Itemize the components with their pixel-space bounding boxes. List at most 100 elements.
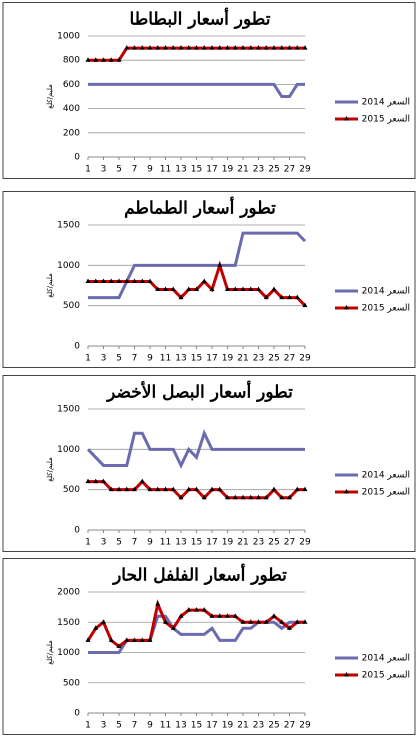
y-tick-label: 1000 <box>57 648 80 658</box>
marker <box>101 57 106 62</box>
x-tick-label: 5 <box>116 165 122 175</box>
marker <box>302 486 308 492</box>
x-tick-label: 11 <box>160 721 171 731</box>
x-tick-label: 5 <box>116 354 122 364</box>
marker <box>240 619 246 624</box>
y-tick-label: 800 <box>63 56 80 66</box>
marker <box>248 494 254 500</box>
marker <box>85 57 91 62</box>
marker <box>85 478 91 484</box>
marker <box>101 619 106 624</box>
x-tick-label: 13 <box>175 165 186 175</box>
x-tick-label: 13 <box>175 538 186 548</box>
marker <box>201 607 207 612</box>
marker <box>147 637 153 642</box>
y-tick-label: 500 <box>63 485 80 495</box>
marker <box>287 625 292 630</box>
marker <box>263 619 269 624</box>
x-tick-label: 15 <box>191 721 202 731</box>
marker <box>279 494 285 500</box>
legend-marker <box>344 672 349 677</box>
marker <box>263 45 269 50</box>
marker <box>155 601 161 606</box>
legend-label: السعر 2014 <box>362 471 410 481</box>
marker <box>132 45 137 50</box>
y-axis-label: مليم/كلغ <box>46 273 54 298</box>
marker <box>108 278 114 283</box>
marker <box>271 486 277 492</box>
marker <box>170 486 176 492</box>
x-tick-label: 27 <box>284 354 295 364</box>
chart-panel: تطور أسعار الطماطم مليم/كلغ 0 500 1000 1500 1 3… <box>2 191 416 368</box>
legend-marker <box>344 116 349 121</box>
y-tick-label: 0 <box>74 709 80 719</box>
x-tick-label: 17 <box>206 354 217 364</box>
x-tick-label: 29 <box>299 165 311 175</box>
y-tick-label: 2000 <box>57 588 80 598</box>
marker <box>186 607 192 612</box>
x-tick-label: 19 <box>222 538 234 548</box>
marker <box>93 57 99 62</box>
marker <box>302 302 308 308</box>
x-tick-label: 25 <box>268 721 279 731</box>
y-tick-label: 400 <box>63 104 80 114</box>
y-tick-label: 500 <box>63 678 80 688</box>
y-tick-label: 1000 <box>57 445 80 455</box>
x-tick-label: 21 <box>237 354 248 364</box>
x-tick-label: 3 <box>101 165 107 175</box>
x-tick-label: 5 <box>116 721 122 731</box>
series-line <box>88 231 307 300</box>
marker <box>217 262 223 267</box>
marker <box>194 486 199 492</box>
marker <box>209 486 215 492</box>
marker <box>186 45 192 50</box>
marker <box>287 294 292 300</box>
marker <box>225 613 230 618</box>
marker <box>194 286 199 292</box>
x-tick-label: 13 <box>175 354 186 364</box>
x-tick-label: 9 <box>147 165 153 175</box>
x-tick-label: 3 <box>101 721 107 731</box>
marker <box>147 278 153 283</box>
y-tick-label: 0 <box>74 153 80 163</box>
x-tick-label: 27 <box>284 721 295 731</box>
marker <box>147 45 153 50</box>
x-tick-label: 3 <box>101 538 107 548</box>
marker <box>279 45 285 50</box>
x-tick-label: 21 <box>237 538 248 548</box>
marker <box>163 486 168 492</box>
legend-marker <box>344 305 349 310</box>
series-line <box>86 429 305 469</box>
marker <box>155 45 161 50</box>
marker <box>217 45 223 50</box>
marker <box>232 613 238 618</box>
marker <box>124 45 130 50</box>
legend-label: السعر 2015 <box>362 115 410 125</box>
x-tick-label: 25 <box>268 538 279 548</box>
marker <box>248 619 254 624</box>
x-tick-label: 9 <box>147 721 153 731</box>
x-tick-label: 11 <box>160 165 171 175</box>
marker <box>178 613 184 618</box>
x-tick-label: 29 <box>299 538 311 548</box>
x-tick-label: 1 <box>85 721 91 731</box>
marker <box>116 278 122 283</box>
x-tick-label: 27 <box>284 165 295 175</box>
marker <box>232 45 238 50</box>
marker <box>170 286 176 292</box>
marker <box>209 45 215 50</box>
marker <box>271 613 277 618</box>
marker <box>132 486 137 492</box>
x-tick-label: 23 <box>253 354 264 364</box>
marker <box>93 278 99 283</box>
marker <box>302 619 308 624</box>
y-tick-label: 1500 <box>57 618 80 628</box>
marker <box>287 45 292 50</box>
x-tick-label: 21 <box>237 165 248 175</box>
panel-border <box>2 191 416 368</box>
marker <box>186 286 192 292</box>
marker <box>271 45 277 50</box>
legend-label: السعر 2014 <box>362 654 410 664</box>
marker <box>170 45 176 50</box>
x-tick-label: 21 <box>237 721 248 731</box>
